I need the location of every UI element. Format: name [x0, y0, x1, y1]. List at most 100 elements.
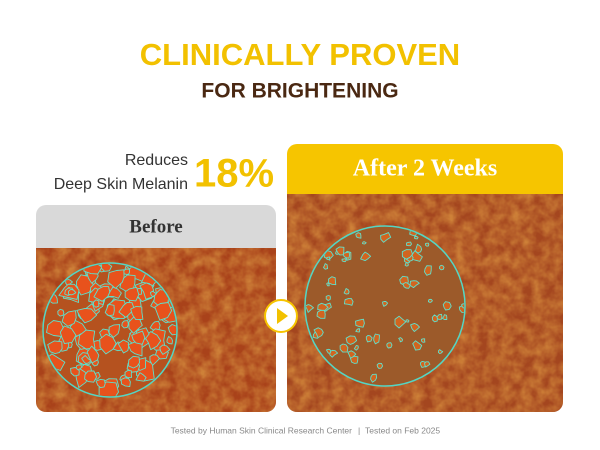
melanin-spot	[120, 377, 131, 388]
melanin-spots	[306, 227, 464, 383]
melanin-spot	[394, 315, 407, 329]
melanin-spot	[424, 265, 432, 276]
melanin-spot	[104, 303, 115, 317]
melanin-spot	[421, 338, 426, 343]
melanin-spot	[412, 340, 423, 351]
melanin-spot	[345, 335, 358, 345]
claim-figure: 18%	[194, 152, 274, 196]
melanin-spot	[353, 344, 359, 351]
panel-label: After 2 Weeks	[353, 156, 497, 182]
melanin-spot	[131, 330, 146, 345]
melanin-spot	[343, 298, 354, 306]
footer-text: Tested on Feb 2025	[365, 425, 440, 435]
melanin-spot	[405, 319, 410, 323]
after-panel: After 2 Weeks	[287, 144, 563, 412]
melanin-spot	[108, 324, 121, 338]
panel-header	[287, 144, 563, 194]
melanin-spot	[326, 256, 331, 261]
footer-separator: |	[358, 425, 360, 435]
melanin-spot	[355, 232, 362, 239]
melanin-spot	[325, 295, 331, 301]
melanin-spot	[431, 314, 438, 323]
melanin-spot	[437, 349, 444, 355]
melanin-spot	[404, 262, 409, 267]
melanin-spot	[107, 269, 125, 289]
melanin-spot	[75, 364, 83, 371]
melanin-spot	[68, 288, 77, 296]
melanin-spot	[373, 333, 380, 345]
melanin-spot	[461, 303, 464, 309]
melanin-spot	[339, 343, 349, 353]
melanin-spot	[370, 373, 378, 383]
melanin-spot	[130, 305, 144, 321]
melanin-spot	[86, 345, 100, 364]
melanin-spot	[92, 299, 100, 308]
play-button	[264, 299, 298, 333]
subtitle: FOR BRIGHTENING	[201, 80, 398, 103]
melanin-spot	[118, 302, 135, 318]
melanin-spot	[424, 361, 431, 368]
melanin-spot	[123, 268, 130, 275]
melanin-spot	[360, 251, 372, 262]
melanin-spot	[425, 242, 430, 247]
melanin-spot	[306, 304, 315, 313]
melanin-spot	[144, 331, 162, 351]
melanin-spot	[127, 355, 140, 369]
title: CLINICALLY PROVEN	[140, 37, 460, 72]
melanin-spot	[76, 307, 98, 324]
melanin-spot	[350, 355, 359, 364]
before-panel: Before	[36, 205, 276, 412]
melanin-spot	[442, 301, 452, 311]
melanin-spot	[59, 325, 77, 345]
melanin-spot	[121, 320, 129, 329]
melanin-spots	[45, 264, 176, 396]
melanin-spot	[149, 354, 160, 366]
melanin-spot	[325, 348, 332, 354]
melanin-spot	[335, 246, 345, 256]
melanin-spot	[154, 302, 173, 321]
melanin-spot	[414, 235, 419, 240]
melanin-spot	[402, 282, 411, 289]
melanin-spot	[139, 282, 154, 300]
melanin-spot	[124, 369, 133, 379]
melanin-spot	[439, 264, 445, 271]
melanin-spot	[326, 282, 330, 287]
melanin-spot	[57, 308, 65, 317]
panel-header	[36, 205, 276, 248]
melanin-spot	[167, 324, 176, 336]
play-icon	[277, 308, 288, 324]
melanin-spot	[380, 232, 392, 243]
melanin-spot	[135, 372, 147, 382]
melanin-spot	[323, 263, 329, 270]
melanin-spot	[93, 286, 111, 302]
melanin-spot	[410, 322, 420, 332]
melanin-spot	[409, 280, 420, 289]
melanin-spot	[99, 333, 117, 355]
melanin-spot	[61, 310, 77, 327]
footer-text: Tested by Human Skin Clinical Research C…	[171, 425, 353, 435]
melanin-spot	[398, 337, 403, 343]
melanin-spot	[81, 355, 92, 364]
claim-line: Reduces	[125, 152, 188, 169]
melanin-spot	[458, 304, 464, 314]
melanin-spot	[365, 334, 373, 343]
melanin-spot	[95, 378, 106, 389]
melanin-spot	[124, 286, 140, 302]
melanin-spot	[47, 340, 63, 355]
melanin-spot	[355, 328, 361, 333]
melanin-spot	[149, 290, 157, 298]
melanin-spot	[166, 336, 173, 345]
melanin-spot	[382, 301, 389, 307]
claim-line: Deep Skin Melanin	[54, 176, 188, 193]
melanin-spot	[441, 314, 448, 320]
melanin-spot	[376, 362, 384, 369]
melanin-spot	[84, 370, 98, 383]
melanin-spot	[313, 327, 324, 339]
melanin-spot	[343, 288, 350, 295]
melanin-spot	[46, 320, 65, 337]
melanin-spot	[386, 342, 393, 349]
melanin-spot	[362, 241, 367, 245]
melanin-spot	[159, 344, 171, 355]
melanin-spot	[406, 241, 412, 247]
